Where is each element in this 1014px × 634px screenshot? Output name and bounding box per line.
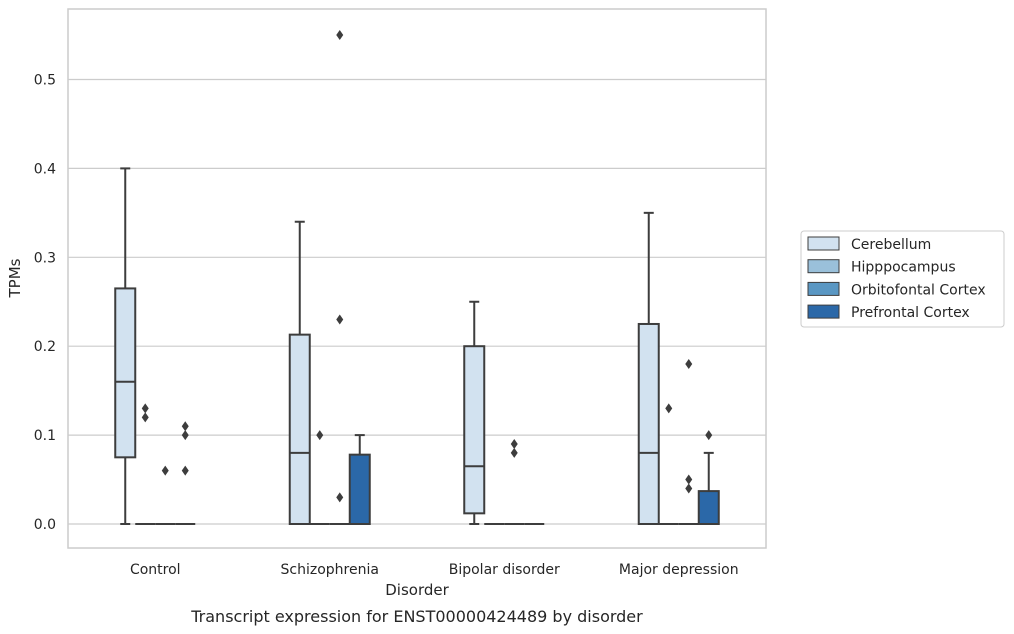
legend-swatch bbox=[807, 259, 840, 274]
box-hipppocampus bbox=[135, 403, 156, 525]
outlier-point bbox=[316, 430, 324, 441]
box-orbitofontal-cortex bbox=[504, 438, 525, 525]
legend: Cerebellum Hipppocampus Orbitofontal Corte… bbox=[800, 230, 1005, 328]
outlier-point bbox=[161, 465, 169, 476]
outlier-point bbox=[510, 438, 518, 449]
x-axis-label: Disorder bbox=[385, 581, 449, 599]
x-tick-label: Major depression bbox=[619, 562, 739, 578]
outlier-point bbox=[141, 412, 149, 423]
box-groups bbox=[114, 30, 720, 525]
box-body bbox=[637, 322, 660, 525]
y-tick-label: 0.3 bbox=[34, 250, 56, 266]
box-orbitofontal-cortex bbox=[155, 465, 176, 525]
legend-label: Prefrontal Cortex bbox=[851, 305, 970, 321]
box-cerebellum bbox=[288, 220, 311, 525]
outlier-point bbox=[510, 447, 518, 458]
legend-swatch bbox=[807, 304, 840, 319]
grid-lines bbox=[68, 78, 766, 525]
x-tick-label: Control bbox=[130, 562, 181, 578]
box-body bbox=[463, 345, 486, 515]
y-tick-label: 0.2 bbox=[34, 339, 56, 355]
box-cerebellum bbox=[463, 300, 486, 525]
legend-label: Orbitofontal Cortex bbox=[851, 282, 986, 298]
outlier-point bbox=[685, 483, 693, 494]
chart-caption: Transcript expression for ENST0000042448… bbox=[190, 607, 643, 626]
legend-label: Hipppocampus bbox=[851, 260, 956, 276]
y-axis-label: TPMs bbox=[6, 258, 24, 298]
outlier-point bbox=[336, 492, 344, 503]
box-prefrontal-cortex bbox=[697, 430, 720, 525]
box-prefrontal-cortex bbox=[348, 434, 371, 525]
y-tick-label: 0.4 bbox=[34, 161, 56, 177]
y-tick-label: 0.5 bbox=[34, 73, 56, 89]
outlier-point bbox=[705, 430, 713, 441]
outlier-point bbox=[141, 403, 149, 414]
box-hipppocampus bbox=[658, 403, 679, 525]
legend-frame bbox=[800, 230, 1005, 328]
plot-frame bbox=[67, 8, 767, 549]
outlier-point bbox=[685, 358, 693, 369]
outlier-point bbox=[336, 30, 344, 41]
box-cerebellum bbox=[637, 211, 660, 525]
outlier-point bbox=[685, 474, 693, 485]
box-body bbox=[114, 287, 137, 459]
box-prefrontal-cortex bbox=[175, 421, 196, 525]
y-tick-label: 0.0 bbox=[34, 517, 56, 533]
x-tick-label: Schizophrenia bbox=[281, 562, 379, 578]
outlier-point bbox=[181, 430, 189, 441]
outlier-point bbox=[181, 465, 189, 476]
box-cerebellum bbox=[114, 167, 137, 525]
outlier-point bbox=[336, 314, 344, 325]
box-body bbox=[697, 490, 720, 525]
box-body bbox=[348, 453, 371, 525]
legend-swatch bbox=[807, 236, 840, 251]
outlier-point bbox=[665, 403, 673, 414]
box-hipppocampus bbox=[309, 430, 330, 525]
box-orbitofontal-cortex bbox=[678, 358, 699, 525]
legend-swatch bbox=[807, 281, 840, 296]
y-tick-label: 0.1 bbox=[34, 428, 56, 444]
outlier-point bbox=[181, 421, 189, 432]
y-tick-labels: 0.0 0.1 0.2 0.3 0.4 0.5 bbox=[34, 73, 56, 534]
legend-label: Cerebellum bbox=[851, 237, 931, 253]
x-tick-labels: Control Schizophrenia Bipolar disorder Majo… bbox=[130, 562, 739, 578]
box-orbitofontal-cortex bbox=[329, 30, 350, 525]
box-body bbox=[288, 333, 311, 525]
x-tick-label: Bipolar disorder bbox=[449, 562, 560, 578]
